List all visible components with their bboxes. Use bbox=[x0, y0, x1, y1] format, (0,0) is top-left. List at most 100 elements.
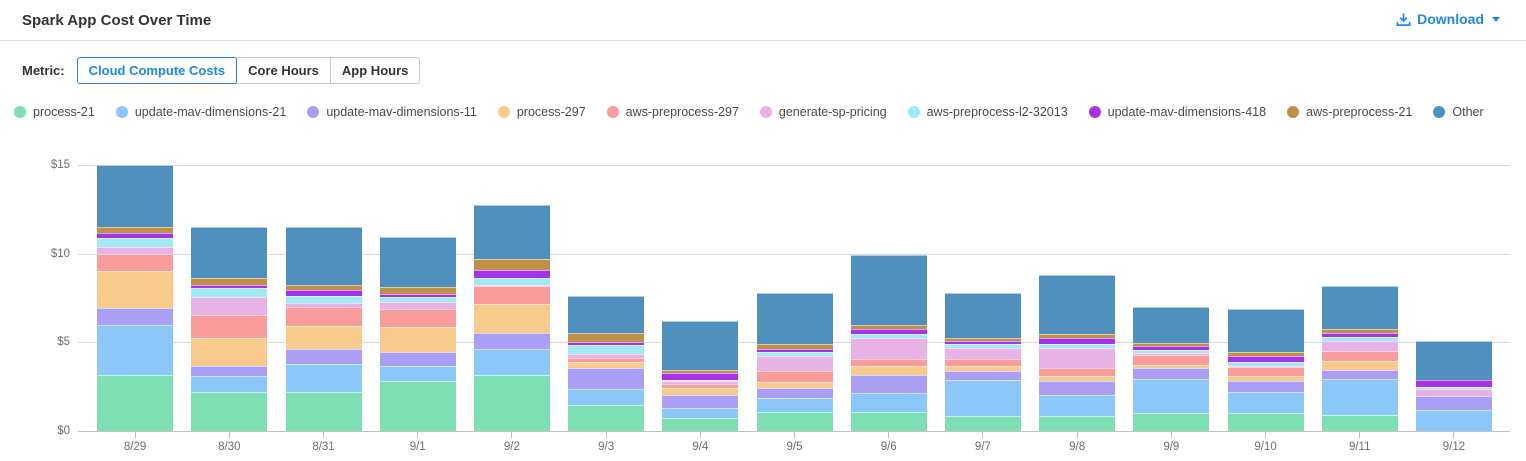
bar-segment-aws-preprocess-l2-32013[interactable] bbox=[473, 278, 550, 285]
bar-segment-generate-sp-pricing[interactable] bbox=[568, 354, 645, 358]
legend-item-process-297[interactable]: process-297 bbox=[497, 105, 586, 119]
bar-segment-process-21[interactable] bbox=[944, 415, 1021, 431]
bar-8-30[interactable] bbox=[191, 227, 268, 431]
bar-segment-process-297[interactable] bbox=[1321, 360, 1398, 370]
bar-segment-aws-preprocess-297[interactable] bbox=[1133, 354, 1210, 365]
bar-8-29[interactable] bbox=[97, 165, 174, 431]
bar-segment-generate-sp-pricing[interactable] bbox=[1039, 347, 1116, 369]
bar-segment-update-mav-dimensions-418[interactable] bbox=[1133, 346, 1210, 350]
bar-segment-generate-sp-pricing[interactable] bbox=[191, 297, 268, 315]
bar-segment-update-mav-dimensions-21[interactable] bbox=[191, 376, 268, 392]
bar-segment-update-mav-dimensions-21[interactable] bbox=[1321, 378, 1398, 415]
bar-segment-process-21[interactable] bbox=[285, 392, 362, 431]
bar-segment-update-mav-dimensions-11[interactable] bbox=[756, 387, 833, 399]
bar-segment-aws-preprocess-l2-32013[interactable] bbox=[191, 288, 268, 298]
bar-9-8[interactable] bbox=[1039, 275, 1116, 431]
bar-9-1[interactable] bbox=[379, 236, 456, 431]
bar-segment-process-297[interactable] bbox=[1039, 376, 1116, 382]
bar-segment-aws-preprocess-297[interactable] bbox=[944, 359, 1021, 367]
bar-segment-update-mav-dimensions-21[interactable] bbox=[285, 363, 362, 392]
bar-segment-aws-preprocess-21[interactable] bbox=[662, 369, 739, 374]
bar-segment-other[interactable] bbox=[944, 292, 1021, 338]
bar-segment-update-mav-dimensions-418[interactable] bbox=[944, 341, 1021, 345]
bar-segment-aws-preprocess-l2-32013[interactable] bbox=[1039, 344, 1116, 348]
bar-segment-process-297[interactable] bbox=[379, 327, 456, 353]
bar-segment-other[interactable] bbox=[1227, 308, 1304, 353]
bar-segment-aws-preprocess-l2-32013[interactable] bbox=[1321, 336, 1398, 342]
bar-segment-update-mav-dimensions-21[interactable] bbox=[1415, 409, 1492, 431]
bar-segment-aws-preprocess-21[interactable] bbox=[1133, 342, 1210, 347]
bar-segment-aws-preprocess-21[interactable] bbox=[379, 287, 456, 294]
bar-segment-generate-sp-pricing[interactable] bbox=[285, 303, 362, 307]
bar-9-2[interactable] bbox=[473, 204, 550, 431]
bar-9-3[interactable] bbox=[568, 295, 645, 431]
bar-segment-update-mav-dimensions-21[interactable] bbox=[850, 392, 927, 413]
bar-segment-process-297[interactable] bbox=[568, 361, 645, 369]
bar-segment-aws-preprocess-297[interactable] bbox=[1039, 368, 1116, 377]
bar-segment-other[interactable] bbox=[850, 254, 927, 325]
bar-8-31[interactable] bbox=[285, 227, 362, 431]
legend-item-process-21[interactable]: process-21 bbox=[14, 105, 95, 119]
bar-segment-update-mav-dimensions-11[interactable] bbox=[850, 375, 927, 393]
bar-segment-update-mav-dimensions-11[interactable] bbox=[1227, 381, 1304, 393]
bar-segment-update-mav-dimensions-418[interactable] bbox=[97, 233, 174, 238]
bar-segment-aws-preprocess-l2-32013[interactable] bbox=[1227, 361, 1304, 367]
bar-segment-update-mav-dimensions-11[interactable] bbox=[1321, 369, 1398, 379]
bar-segment-update-mav-dimensions-21[interactable] bbox=[1039, 394, 1116, 416]
bar-9-7[interactable] bbox=[944, 292, 1021, 431]
metric-option-core-hours[interactable]: Core Hours bbox=[236, 57, 331, 84]
legend-item-other[interactable]: Other bbox=[1433, 105, 1484, 119]
legend-item-aws-preprocess-21[interactable]: aws-preprocess-21 bbox=[1287, 105, 1412, 119]
legend-item-update-mav-dimensions-11[interactable]: update-mav-dimensions-11 bbox=[307, 105, 477, 119]
bar-segment-process-21[interactable] bbox=[473, 375, 550, 431]
bar-segment-aws-preprocess-21[interactable] bbox=[1039, 333, 1116, 338]
bar-segment-generate-sp-pricing[interactable] bbox=[1227, 366, 1304, 368]
bar-segment-aws-preprocess-297[interactable] bbox=[97, 253, 174, 272]
bar-segment-process-297[interactable] bbox=[191, 337, 268, 367]
bar-segment-process-21[interactable] bbox=[568, 405, 645, 431]
bar-segment-aws-preprocess-21[interactable] bbox=[97, 227, 174, 234]
bar-9-6[interactable] bbox=[850, 254, 927, 431]
bar-9-11[interactable] bbox=[1321, 285, 1398, 431]
bar-segment-aws-preprocess-21[interactable] bbox=[191, 277, 268, 285]
bar-segment-update-mav-dimensions-11[interactable] bbox=[1415, 395, 1492, 410]
bar-segment-update-mav-dimensions-21[interactable] bbox=[1133, 378, 1210, 414]
bar-9-9[interactable] bbox=[1133, 307, 1210, 431]
metric-option-app-hours[interactable]: App Hours bbox=[329, 57, 421, 84]
bar-segment-aws-preprocess-l2-32013[interactable] bbox=[944, 344, 1021, 348]
bar-9-10[interactable] bbox=[1227, 308, 1304, 431]
bar-segment-process-297[interactable] bbox=[850, 366, 927, 376]
bar-segment-update-mav-dimensions-418[interactable] bbox=[662, 373, 739, 381]
bar-segment-process-21[interactable] bbox=[379, 381, 456, 431]
bar-segment-other[interactable] bbox=[191, 227, 268, 278]
bar-segment-aws-preprocess-l2-32013[interactable] bbox=[1133, 349, 1210, 354]
bar-segment-aws-preprocess-297[interactable] bbox=[1227, 367, 1304, 377]
bar-segment-process-21[interactable] bbox=[1039, 415, 1116, 431]
bar-segment-generate-sp-pricing[interactable] bbox=[97, 247, 174, 254]
bar-segment-aws-preprocess-l2-32013[interactable] bbox=[285, 296, 362, 304]
bar-segment-update-mav-dimensions-11[interactable] bbox=[379, 352, 456, 367]
legend-item-aws-preprocess-l2-32013[interactable]: aws-preprocess-l2-32013 bbox=[907, 105, 1068, 119]
bar-segment-aws-preprocess-l2-32013[interactable] bbox=[662, 380, 739, 382]
bar-segment-process-297[interactable] bbox=[1133, 364, 1210, 369]
bar-segment-other[interactable] bbox=[1039, 275, 1116, 334]
bar-segment-update-mav-dimensions-418[interactable] bbox=[1039, 337, 1116, 345]
bar-segment-generate-sp-pricing[interactable] bbox=[1321, 341, 1398, 352]
bar-segment-aws-preprocess-21[interactable] bbox=[473, 258, 550, 270]
legend-item-update-mav-dimensions-21[interactable]: update-mav-dimensions-21 bbox=[115, 105, 286, 119]
bar-segment-aws-preprocess-21[interactable] bbox=[1227, 352, 1304, 356]
bar-segment-update-mav-dimensions-21[interactable] bbox=[379, 366, 456, 382]
bar-segment-generate-sp-pricing[interactable] bbox=[1133, 353, 1210, 355]
bar-segment-aws-preprocess-297[interactable] bbox=[568, 357, 645, 362]
bar-segment-process-21[interactable] bbox=[756, 412, 833, 431]
bar-segment-update-mav-dimensions-11[interactable] bbox=[97, 307, 174, 326]
bar-segment-aws-preprocess-297[interactable] bbox=[850, 359, 927, 367]
bar-segment-generate-sp-pricing[interactable] bbox=[850, 337, 927, 360]
bar-segment-aws-preprocess-297[interactable] bbox=[473, 285, 550, 305]
bar-segment-update-mav-dimensions-418[interactable] bbox=[850, 329, 927, 335]
bar-segment-process-297[interactable] bbox=[944, 366, 1021, 371]
bar-segment-other[interactable] bbox=[1321, 285, 1398, 329]
bar-segment-other[interactable] bbox=[379, 236, 456, 288]
bar-segment-generate-sp-pricing[interactable] bbox=[662, 381, 739, 385]
bar-segment-other[interactable] bbox=[568, 295, 645, 333]
